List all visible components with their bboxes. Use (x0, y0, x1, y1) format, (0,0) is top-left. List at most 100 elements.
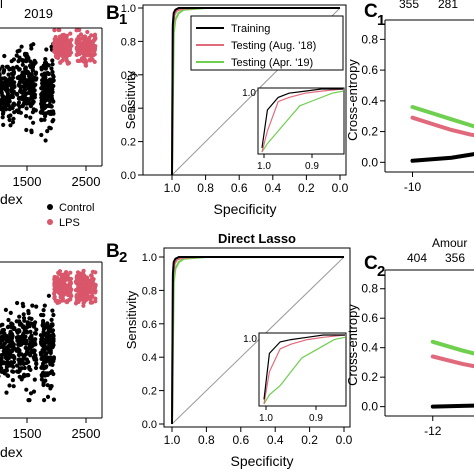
panel-b1-xlabel: Specificity (213, 201, 276, 217)
panel-c2-axes: 0.0 0.2 0.4 0.6 0.8 -12 (361, 282, 441, 438)
scatter-point-control (22, 94, 27, 99)
scatter-point-control (16, 59, 21, 64)
ce-line-testing-aug-18 (430, 354, 474, 369)
scatter-point-lps (76, 34, 81, 39)
legend-testing-apr-label: Testing (Apr. '19) (231, 57, 313, 69)
scatter-point-control (31, 76, 36, 81)
scatter-point-control (9, 94, 14, 99)
scatter-point-control (46, 110, 51, 115)
scatter-point-lps (68, 43, 73, 48)
scatter-point-control (29, 130, 34, 135)
scatter-point-control (31, 42, 36, 47)
roc-line-training (171, 256, 344, 425)
scatter-point-control (50, 58, 55, 63)
scatter-point-control (6, 72, 11, 77)
scatter-point-control (27, 83, 32, 88)
scatter-point-lps (53, 278, 59, 283)
scatter-point-control (26, 311, 31, 316)
scatter-point-control (39, 374, 45, 379)
scatter-point-lps (93, 44, 98, 49)
panel-b2-inset: 1.0 1.0 0.9 (243, 332, 347, 424)
scatter-point-control (21, 338, 27, 343)
scatter-point-control (4, 107, 9, 112)
xtick-label: 0.4 (264, 181, 281, 195)
scatter-point-control (11, 116, 16, 121)
scatter-point-lps (57, 269, 63, 274)
scatter-point-control (50, 344, 55, 349)
scatter-point-control (15, 363, 20, 368)
scatter-point-control (5, 91, 11, 96)
scatter-point-control (21, 374, 26, 379)
scatter-point-control (0, 366, 4, 371)
ytick-label: 0.6 (142, 319, 157, 331)
scatter-point-control (8, 310, 13, 315)
scatter-point-lps (64, 41, 70, 46)
scatter-point-control (19, 352, 24, 357)
scatter-point-control (44, 356, 49, 361)
xtick-label: 0.0 (332, 181, 349, 195)
scatter-point-lps (69, 37, 74, 42)
scatter-point-control (43, 378, 48, 383)
scatter-point-control (4, 390, 9, 395)
scatter-point-lps (65, 52, 70, 57)
scatter-point-control (0, 337, 5, 342)
scatter-point-control (11, 384, 16, 389)
scatter-point-control (10, 378, 15, 383)
scatter-point-control (49, 369, 55, 374)
scatter-point-control (20, 103, 25, 108)
scatter-point-control (42, 88, 47, 93)
scatter-point-control (9, 83, 14, 88)
ytick-label: 0.2 (361, 125, 378, 139)
scatter-point-lps (78, 291, 83, 296)
scatter-point-lps (67, 284, 72, 289)
xtick-label: 0.6 (231, 181, 248, 195)
scatter-point-control (23, 341, 28, 346)
scatter-point-control (30, 120, 36, 125)
scatter-point-control (2, 341, 7, 346)
scatter-point-lps (83, 63, 89, 68)
scatter-point-control (48, 325, 53, 330)
scatter-point-control (20, 357, 26, 362)
ytick-label: 0.8 (361, 282, 378, 296)
ce-line-training (410, 152, 474, 163)
scatter-point-control (31, 107, 36, 112)
scatter-point-lps (81, 54, 86, 60)
panel-b2-xlabel: Specificity (230, 453, 293, 469)
xtick-label: -10 (404, 180, 422, 194)
panel-c1-letter: C (364, 1, 378, 22)
scatter-point-control (0, 101, 1, 105)
xtick-label: 0.8 (197, 181, 214, 195)
scatter-point-control (39, 67, 44, 72)
scatter-point-control (11, 102, 16, 107)
scatter-point-control (26, 359, 31, 365)
scatter-point-control (38, 333, 44, 338)
scatter-point-lps (66, 46, 71, 52)
roc-line-training (171, 7, 340, 176)
xtick-label: 0.4 (267, 433, 284, 447)
scatter-point-control (31, 87, 36, 93)
scatter-point-lps (58, 60, 63, 65)
scatter-point-control (42, 326, 47, 331)
panel-b1-inset: 1.0 1.0 0.9 (242, 87, 345, 172)
scatter-point-lps (53, 34, 58, 40)
scatter-point-control (22, 327, 27, 332)
panel-b1-axes: 0.0 0.2 0.4 0.6 0.8 1.0 1.0 0.8 0.6 0.4 0.2 0.0 (121, 3, 349, 195)
scatter-point-control (8, 123, 13, 128)
panel-a1-title: 2019 (24, 6, 53, 21)
scatter-point-lps (81, 303, 86, 308)
legend-control-label: Control (59, 202, 94, 214)
scatter-point-lps (76, 289, 81, 294)
scatter-point-control (44, 47, 49, 52)
panel-b1: B 1 0.00.20.40.60.81.01.0 0.8 0.6 0.4 0.2 0.0… (106, 3, 349, 217)
scatter-point-control (28, 321, 33, 326)
scatter-point-lps (79, 288, 84, 293)
panel-a1-points (0, 28, 98, 143)
scatter-point-control (1, 122, 6, 127)
scatter-point-lps (93, 296, 98, 301)
ytick-label: 0.0 (142, 419, 157, 431)
scatter-point-lps (60, 273, 65, 278)
panel-b1-legend: Training Testing (Aug. '18) Testing (Apr… (190, 15, 344, 71)
scatter-point-control (28, 59, 33, 64)
scatter-point-control (28, 115, 33, 120)
